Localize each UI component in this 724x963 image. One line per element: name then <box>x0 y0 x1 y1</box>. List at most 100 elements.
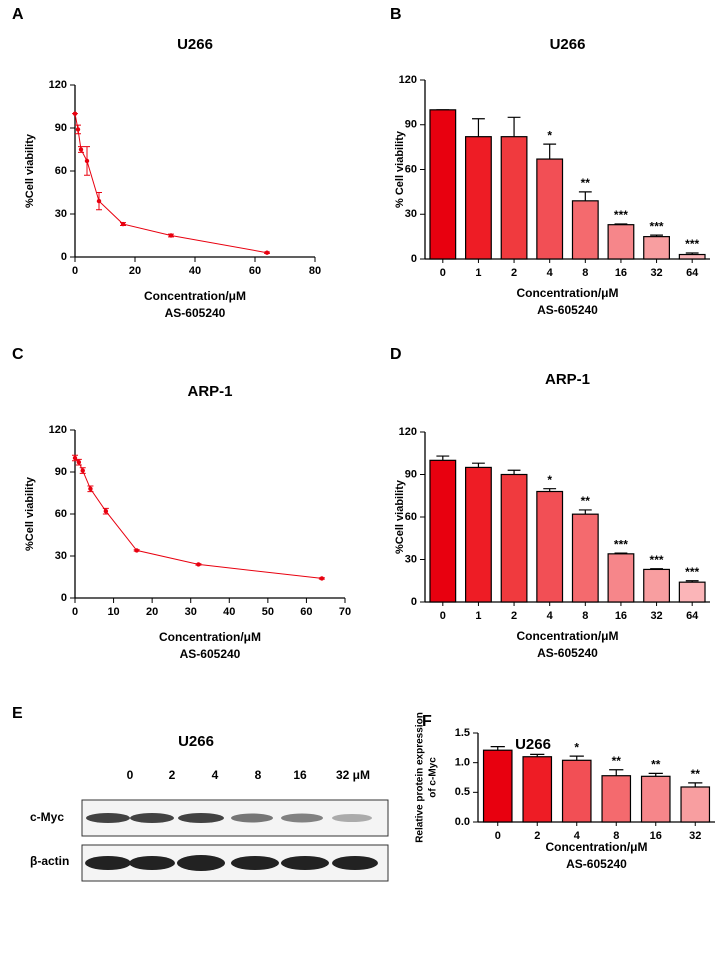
y-tick-label: 30 <box>55 550 67 562</box>
y-tick-label: 60 <box>55 165 67 177</box>
error-bar <box>688 782 703 787</box>
data-point <box>88 486 93 491</box>
significance-label: *** <box>614 537 628 551</box>
y-tick-label: 30 <box>405 553 417 565</box>
data-point <box>319 576 325 581</box>
y-tick-label: 90 <box>405 468 417 480</box>
significance-label: *** <box>650 219 664 233</box>
data-point <box>96 198 102 204</box>
y-tick-label: 0 <box>61 251 67 263</box>
data-line <box>74 457 322 579</box>
significance-label: * <box>547 128 552 142</box>
y-axis-label: %Cell viability <box>24 133 36 208</box>
x-tick-label: 2 <box>511 267 517 279</box>
lane-label: 32 μM <box>336 768 370 782</box>
bar <box>500 473 528 603</box>
x-tick-label: 1 <box>475 267 481 279</box>
y-tick-label: 30 <box>55 208 67 220</box>
bar <box>678 253 706 260</box>
y-tick-label: 0.0 <box>455 816 470 828</box>
error-bar <box>472 118 485 137</box>
lane-label: 4 <box>212 768 219 782</box>
blot-panel: E U266 0 2 4 8 16 32 μM c-Myc β-actin <box>12 705 389 882</box>
error-bar <box>569 755 584 761</box>
x-tick-label: 80 <box>309 265 321 277</box>
error-bar <box>578 191 592 201</box>
significance-label: ** <box>691 767 701 781</box>
x-tick-label: 30 <box>185 606 197 618</box>
error-bar <box>543 143 557 160</box>
y-tick-label: 90 <box>405 119 417 131</box>
x-axis-label: Concentration/μM <box>516 286 618 300</box>
y-axis-label: %Cell viability <box>24 476 36 551</box>
x-tick-label: 4 <box>574 830 581 842</box>
significance-label: ** <box>581 176 591 190</box>
lane-label: 16 <box>293 768 307 782</box>
x-tick-label: 10 <box>107 606 119 618</box>
panel-label: F <box>422 713 432 730</box>
bar <box>536 490 564 603</box>
y-axis-label: % Cell viability <box>394 130 406 208</box>
bar <box>561 759 592 823</box>
data-point <box>264 250 270 255</box>
x-tick-label: 0 <box>440 267 446 279</box>
y-axis-label: Relative protein expression <box>415 712 426 843</box>
bar <box>522 756 553 823</box>
bar <box>571 200 599 260</box>
bar <box>607 224 635 260</box>
x-tick-label: 0 <box>72 606 78 618</box>
x-axis-label: Concentration/μM <box>516 629 618 643</box>
x-tick-label: 40 <box>223 606 235 618</box>
data-point <box>134 548 139 553</box>
x-tick-label: 20 <box>129 265 141 277</box>
x-tick-label: 0 <box>440 610 446 622</box>
y-tick-label: 0 <box>61 592 67 604</box>
chart-title: U266 <box>515 736 551 753</box>
blot-title: U266 <box>178 733 214 750</box>
x-tick-label: 4 <box>547 610 554 622</box>
y-tick-label: 120 <box>399 426 417 438</box>
significance-label: *** <box>614 208 628 222</box>
bar <box>678 581 706 603</box>
panel-label: E <box>12 705 23 722</box>
bar <box>601 775 632 823</box>
x-tick-label: 2 <box>511 610 517 622</box>
data-point <box>72 111 78 116</box>
x-axis-subtitle: AS-605240 <box>537 303 598 317</box>
x-tick-label: 40 <box>189 265 201 277</box>
significance-label: *** <box>650 553 664 567</box>
y-tick-label: 1.5 <box>455 727 470 739</box>
x-tick-label: 16 <box>615 267 627 279</box>
error-bar <box>609 769 624 776</box>
panel-label: D <box>390 346 402 363</box>
x-tick-label: 64 <box>686 610 699 622</box>
significance-label: *** <box>685 565 699 579</box>
x-tick-label: 8 <box>613 830 619 842</box>
significance-label: * <box>574 740 579 754</box>
x-axis-subtitle: AS-605240 <box>566 857 627 871</box>
bar <box>429 459 457 603</box>
x-tick-label: 64 <box>686 267 699 279</box>
bar <box>640 775 671 823</box>
x-tick-label: 32 <box>650 267 662 279</box>
x-tick-label: 2 <box>534 830 540 842</box>
bar <box>571 513 599 603</box>
data-point <box>80 468 85 473</box>
y-axis-label: of c-Myc <box>428 757 439 798</box>
x-tick-label: 16 <box>615 610 627 622</box>
error-bar <box>436 455 450 461</box>
panel-label: B <box>390 6 402 23</box>
bar <box>643 568 670 603</box>
x-tick-label: 70 <box>339 606 351 618</box>
y-tick-label: 120 <box>399 74 417 86</box>
bar <box>680 786 711 823</box>
data-point <box>84 158 90 164</box>
bar <box>500 136 528 260</box>
x-axis-subtitle: AS-605240 <box>537 646 598 660</box>
x-axis-subtitle: AS-605240 <box>165 306 226 320</box>
bar <box>465 466 492 603</box>
y-tick-label: 60 <box>405 511 417 523</box>
bands <box>85 813 378 871</box>
y-tick-label: 0 <box>411 253 417 265</box>
y-tick-label: 0.5 <box>455 786 470 798</box>
